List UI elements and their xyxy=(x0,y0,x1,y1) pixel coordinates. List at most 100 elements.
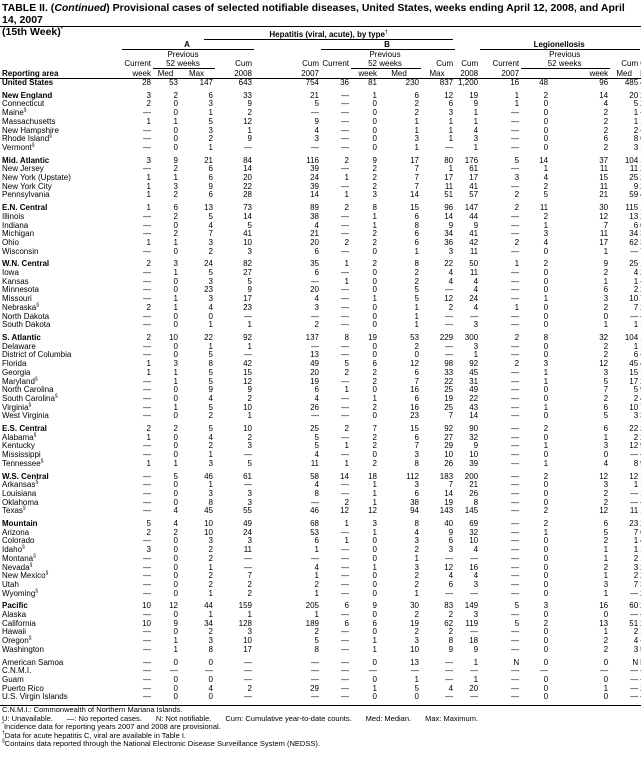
cell-value: 1 xyxy=(448,125,454,135)
area-name: Illinois xyxy=(2,211,25,221)
cell-value: 14 xyxy=(410,190,419,200)
cell-value: — xyxy=(511,675,520,684)
cell-value: — xyxy=(511,285,520,295)
cell-value: 0 xyxy=(372,588,377,598)
cell-value: — xyxy=(341,683,349,693)
cell-value: 3 xyxy=(473,610,479,620)
cell-value: 3 xyxy=(146,90,151,100)
cell-value: 92 xyxy=(469,359,479,369)
cell-value: — xyxy=(143,311,151,321)
cell-value: 1 xyxy=(208,341,213,351)
cell-value: 8 xyxy=(633,458,639,468)
cell-value: 5 xyxy=(414,294,419,304)
reporting-area: Utah xyxy=(0,580,108,590)
cell-value: 8 xyxy=(208,497,213,507)
cell-value: 2 xyxy=(633,285,639,295)
cell-value: 104 xyxy=(624,332,639,342)
cell-value: 1 xyxy=(173,116,178,126)
cell-value: 22 xyxy=(469,393,479,403)
cell-value: 19 xyxy=(310,376,319,386)
spacer xyxy=(321,50,351,60)
cell-value: 2 xyxy=(247,579,252,589)
cell-value: 3 xyxy=(208,237,213,247)
cell-value: 81 xyxy=(368,78,377,87)
cell-value: 3 xyxy=(372,519,377,529)
cell-value: 10 xyxy=(629,402,639,412)
footnote-text: Incidence data for reporting years 2007 … xyxy=(3,722,221,732)
cell-value: — xyxy=(143,536,151,546)
cell-value: — xyxy=(341,229,349,239)
cell-value: 7 xyxy=(414,173,419,183)
previous-label: Previous xyxy=(369,50,401,59)
cell-value: 0 xyxy=(543,125,549,135)
area-note: § xyxy=(35,588,39,595)
cell-value: — xyxy=(311,142,319,152)
cell-value: 0 xyxy=(543,142,549,152)
cell-value: 0 xyxy=(543,610,549,620)
cell-value: — xyxy=(143,471,151,481)
cell-value: 39 xyxy=(469,458,479,468)
cell-value: 12 xyxy=(629,441,639,451)
cell-value: 8 xyxy=(372,203,377,213)
cell-value: 0 xyxy=(173,134,178,144)
cell-value: 7 xyxy=(448,480,454,490)
reporting-area: Delaware xyxy=(0,342,108,352)
title-week: (15th Week) xyxy=(2,26,61,38)
reporting-area: U.S. Virgin Islands xyxy=(0,693,108,702)
cell-value: — xyxy=(511,276,520,286)
cell-value: 17 xyxy=(410,155,419,165)
cell-value: 0 xyxy=(543,276,549,286)
cell-value: 0 xyxy=(372,320,377,330)
cell-value: — xyxy=(143,268,151,278)
table-row: Ohio1131020226364224176237 xyxy=(0,237,641,248)
cell-value: — xyxy=(630,666,639,676)
cell-value: 9 xyxy=(247,285,252,295)
cell-value: 2 xyxy=(372,237,377,247)
cell-value: — xyxy=(244,311,252,321)
cell-value: — xyxy=(311,692,319,702)
cell-value: 10 xyxy=(469,450,479,460)
cell-value: 0 xyxy=(173,588,178,598)
reporting-area: Arizona xyxy=(0,528,108,538)
cell-value: 300 xyxy=(464,332,479,342)
cell-value: 6 xyxy=(448,99,454,109)
cell-value: 2 xyxy=(146,259,151,269)
cell-value: 18 xyxy=(368,471,377,481)
area-name: E.S. Central xyxy=(2,424,47,434)
area-name: Hawaii xyxy=(2,627,27,637)
table-row: District of Columbia—05—13—00—1—026— xyxy=(0,351,641,360)
cell-value: 5 xyxy=(314,636,319,646)
cell-value: — xyxy=(143,692,151,702)
cell-value: 12 xyxy=(599,211,609,221)
cell-value: 1 xyxy=(314,610,319,620)
cell-value: 6 xyxy=(314,385,319,395)
cell-value: — xyxy=(244,562,252,572)
cell-value: 1 xyxy=(247,320,252,330)
cell-value: 2 xyxy=(414,108,419,118)
cell-value: 0 xyxy=(543,545,549,555)
cell-value: 17 xyxy=(444,173,454,183)
cell-value: 0 xyxy=(173,99,178,109)
cell-value: 2 xyxy=(146,527,151,537)
cell-value: — xyxy=(143,376,151,386)
cell-value: 4 xyxy=(314,220,319,230)
cell-value: — xyxy=(630,675,639,684)
cell-value: 9 xyxy=(247,99,252,109)
cell-value: 0 xyxy=(372,268,377,278)
reporting-area: California xyxy=(0,619,108,629)
cell-value: 30 xyxy=(410,601,419,611)
cell-value: 46 xyxy=(310,506,319,516)
cell-value: 0 xyxy=(543,627,549,637)
area-name: American Samoa xyxy=(2,657,64,667)
cell-value: 3 xyxy=(247,497,252,507)
cell-value: 1 xyxy=(146,367,151,377)
cell-value: — xyxy=(511,666,520,676)
table-row: American Samoa—00———013—1N00NN xyxy=(0,655,641,668)
cell-value: 1 xyxy=(603,553,609,563)
cell-value: — xyxy=(143,411,151,421)
cell-value: 0 xyxy=(173,125,178,135)
